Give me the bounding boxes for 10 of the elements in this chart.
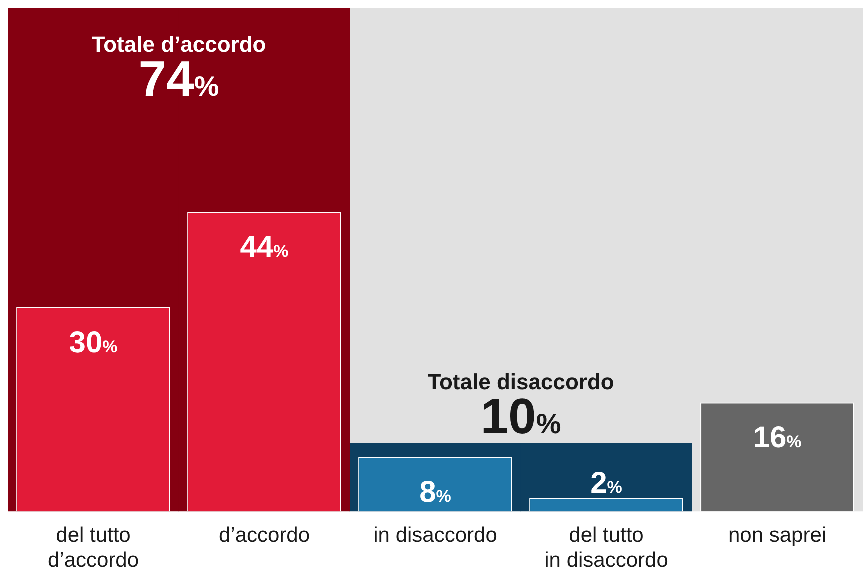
x-tick-label: del tutto d’accordo bbox=[48, 524, 140, 572]
x-tick-label: d’accordo bbox=[218, 524, 310, 547]
data-label: 2% bbox=[590, 466, 622, 500]
data-label: 8% bbox=[420, 476, 452, 510]
x-tick-label: del tutto in disaccordo bbox=[544, 524, 668, 572]
x-tick-label: in disaccordo bbox=[374, 524, 498, 547]
x-tick-label: non saprei bbox=[728, 524, 827, 547]
data-label: 16% bbox=[753, 422, 802, 455]
data-label: 30% bbox=[69, 326, 118, 360]
data-label: 44% bbox=[240, 231, 289, 264]
